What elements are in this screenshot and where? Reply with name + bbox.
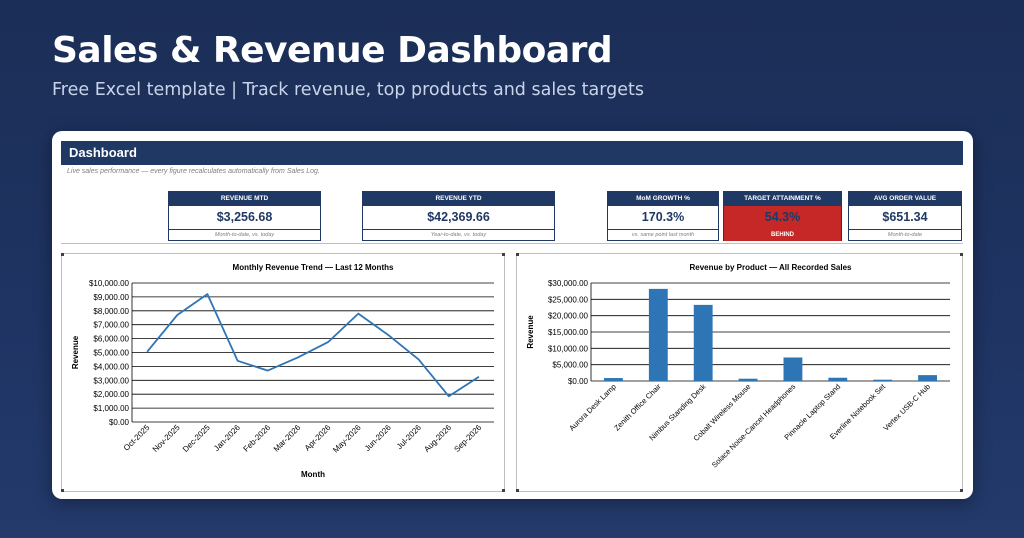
sheet-note: Live sales performance — every figure re…	[67, 168, 320, 175]
bar	[783, 357, 803, 381]
bar	[873, 379, 893, 381]
y-tick-label: $3,000.00	[93, 376, 129, 385]
x-tick-label: Dec-2025	[181, 423, 212, 454]
kpi-label: AVG ORDER VALUE	[849, 192, 961, 206]
series-line	[146, 293, 480, 398]
bar	[604, 378, 623, 381]
y-tick-label: $30,000.00	[548, 279, 589, 288]
page-subtitle: Free Excel template | Track revenue, top…	[52, 80, 644, 100]
kpi-label: TARGET ATTAINMENT %	[724, 192, 841, 206]
x-tick-label: Vertex USB-C Hub	[881, 382, 932, 433]
kpi-footnote: vs. same point last month	[631, 232, 695, 238]
kpi-value: 54.3%	[724, 206, 841, 230]
bar-chart-box[interactable]: $0.00 $5,000.00 $10,000.00 $15,000.00 $20,00…	[516, 253, 963, 492]
y-tick-label: $7,000.00	[93, 321, 129, 330]
chart-title: Revenue by Product — All Recorded Sales	[690, 263, 853, 272]
y-tick-label: $5,000.00	[552, 361, 588, 370]
bar	[918, 375, 937, 381]
kpi-revenue-ytd[interactable]: REVENUE YTD $42,369.66 Year-to-date, vs.…	[362, 191, 555, 241]
resize-handle	[516, 253, 519, 256]
kpi-footnote: Month-to-date	[887, 232, 923, 238]
y-tick-label: $9,000.00	[93, 293, 129, 302]
resize-handle	[502, 253, 505, 256]
x-tick-label: Nov-2025	[151, 423, 182, 454]
resize-handle	[960, 253, 963, 256]
resize-handle	[61, 253, 64, 256]
bar	[828, 377, 848, 381]
x-tick-label: Solace Noise-Cancel Headphones	[710, 382, 798, 470]
x-tick-label: Mar-2026	[272, 423, 303, 454]
status-badge: BEHIND	[724, 230, 841, 241]
y-tick-label: $5,000.00	[93, 349, 129, 358]
y-tick-label: $15,000.00	[548, 328, 589, 337]
x-tick-label: Feb-2026	[242, 423, 273, 454]
x-tick-label: Jan-2026	[212, 423, 242, 453]
spreadsheet-dashboard: Dashboard Live sales performance — every…	[52, 131, 973, 499]
kpi-revenue-mtd[interactable]: REVENUE MTD $3,256.68 Month-to-date, vs.…	[168, 191, 321, 241]
kpi-footnote: Year-to-date, vs. today	[430, 232, 487, 238]
y-tick-label: $4,000.00	[93, 362, 129, 371]
resize-handle	[61, 489, 64, 492]
line-chart: $0.00 $1,000.00 $2,000.00 $3,000.00 $4,000.0…	[71, 263, 494, 479]
bar-chart: $0.00 $5,000.00 $10,000.00 $15,000.00 $20,00…	[526, 263, 950, 470]
y-tick-label: $0.00	[568, 377, 589, 386]
line-chart-box[interactable]: $0.00 $1,000.00 $2,000.00 $3,000.00 $4,000.0…	[61, 253, 505, 492]
y-tick-label: $10,000.00	[548, 344, 589, 353]
bar	[693, 304, 713, 381]
y-tick-label: $10,000.00	[89, 279, 130, 288]
kpi-label: MoM GROWTH %	[608, 192, 718, 206]
x-tick-label: Jun-2026	[363, 423, 393, 453]
divider	[61, 243, 963, 244]
kpi-footnote: Month-to-date, vs. today	[214, 232, 275, 238]
kpi-target-attainment[interactable]: TARGET ATTAINMENT % 54.3% BEHIND	[723, 191, 842, 241]
page-title: Sales & Revenue Dashboard	[52, 30, 613, 71]
x-tick-label: Zenith Office Chair	[612, 382, 663, 433]
x-tick-label: Jul-2026	[395, 423, 423, 451]
kpi-mom-growth[interactable]: MoM GROWTH % 170.3% vs. same point last …	[607, 191, 719, 241]
y-axis-label: Revenue	[71, 335, 80, 369]
x-tick-label: Aug-2026	[422, 423, 453, 454]
y-tick-label: $20,000.00	[548, 312, 589, 321]
kpi-value: $3,256.68	[169, 206, 320, 230]
y-tick-label: $2,000.00	[93, 390, 129, 399]
kpi-value: $42,369.66	[363, 206, 554, 230]
resize-handle	[502, 489, 505, 492]
kpi-value: 170.3%	[608, 206, 718, 230]
x-tick-label: May-2026	[331, 423, 363, 455]
chart-title: Monthly Revenue Trend — Last 12 Months	[233, 263, 394, 272]
y-tick-label: $0.00	[109, 418, 130, 427]
sheet-header: Dashboard	[61, 141, 963, 165]
y-axis-label: Revenue	[526, 315, 535, 349]
resize-handle	[516, 489, 519, 492]
x-tick-label: Aurora Desk Lamp	[567, 382, 618, 433]
x-tick-label: Sep-2026	[452, 423, 483, 454]
y-tick-label: $8,000.00	[93, 307, 129, 316]
x-tick-label: Oct-2025	[122, 423, 152, 453]
kpi-avg-order-value[interactable]: AVG ORDER VALUE $651.34 Month-to-date	[848, 191, 962, 241]
y-tick-label: $1,000.00	[93, 404, 129, 413]
kpi-label: REVENUE YTD	[363, 192, 554, 206]
y-tick-label: $25,000.00	[548, 295, 589, 304]
resize-handle	[960, 489, 963, 492]
x-tick-label: Apr-2026	[303, 423, 333, 453]
bar	[738, 378, 758, 381]
kpi-label: REVENUE MTD	[169, 192, 320, 206]
kpi-value: $651.34	[849, 206, 961, 230]
y-tick-label: $6,000.00	[93, 335, 129, 344]
bar	[648, 288, 668, 381]
x-axis-label: Month	[301, 470, 325, 479]
